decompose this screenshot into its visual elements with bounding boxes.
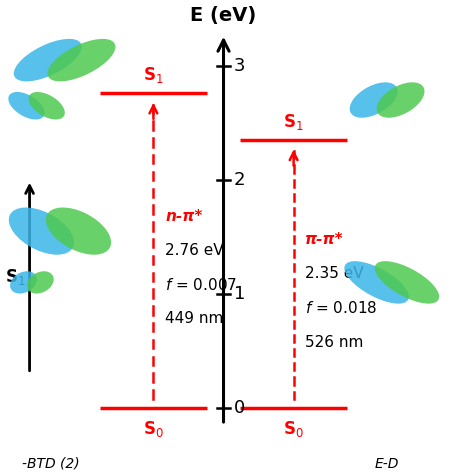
- Ellipse shape: [27, 271, 54, 293]
- Text: 449 nm: 449 nm: [165, 311, 223, 327]
- Text: 2: 2: [234, 171, 246, 189]
- Ellipse shape: [350, 82, 398, 118]
- Text: 3: 3: [234, 57, 246, 75]
- Text: 2.76 eV: 2.76 eV: [165, 243, 224, 258]
- Text: π-π*: π-π*: [305, 232, 344, 247]
- Text: S$_1$: S$_1$: [5, 267, 26, 287]
- Ellipse shape: [374, 261, 439, 304]
- Text: S$_0$: S$_0$: [143, 419, 164, 439]
- Text: $f$ = 0.018: $f$ = 0.018: [305, 300, 378, 316]
- Text: -BTD (2): -BTD (2): [22, 457, 80, 471]
- Text: S$_0$: S$_0$: [283, 419, 304, 439]
- Ellipse shape: [344, 261, 409, 304]
- Ellipse shape: [28, 92, 65, 119]
- Text: 526 nm: 526 nm: [305, 335, 364, 350]
- Text: 2.35 eV: 2.35 eV: [305, 266, 364, 282]
- Ellipse shape: [9, 208, 74, 255]
- Ellipse shape: [10, 271, 37, 293]
- Text: S$_1$: S$_1$: [283, 112, 304, 132]
- Text: E-D: E-D: [375, 457, 399, 471]
- Ellipse shape: [47, 39, 116, 82]
- Ellipse shape: [46, 208, 111, 255]
- Text: 1: 1: [234, 285, 245, 303]
- Text: n-π*: n-π*: [165, 209, 202, 224]
- Text: E (eV): E (eV): [191, 6, 256, 25]
- Text: 0: 0: [234, 399, 245, 417]
- Text: S$_1$: S$_1$: [143, 65, 164, 85]
- Text: $f$ = 0.007: $f$ = 0.007: [165, 277, 237, 292]
- Ellipse shape: [9, 92, 45, 119]
- Ellipse shape: [14, 39, 82, 82]
- Ellipse shape: [377, 82, 425, 118]
